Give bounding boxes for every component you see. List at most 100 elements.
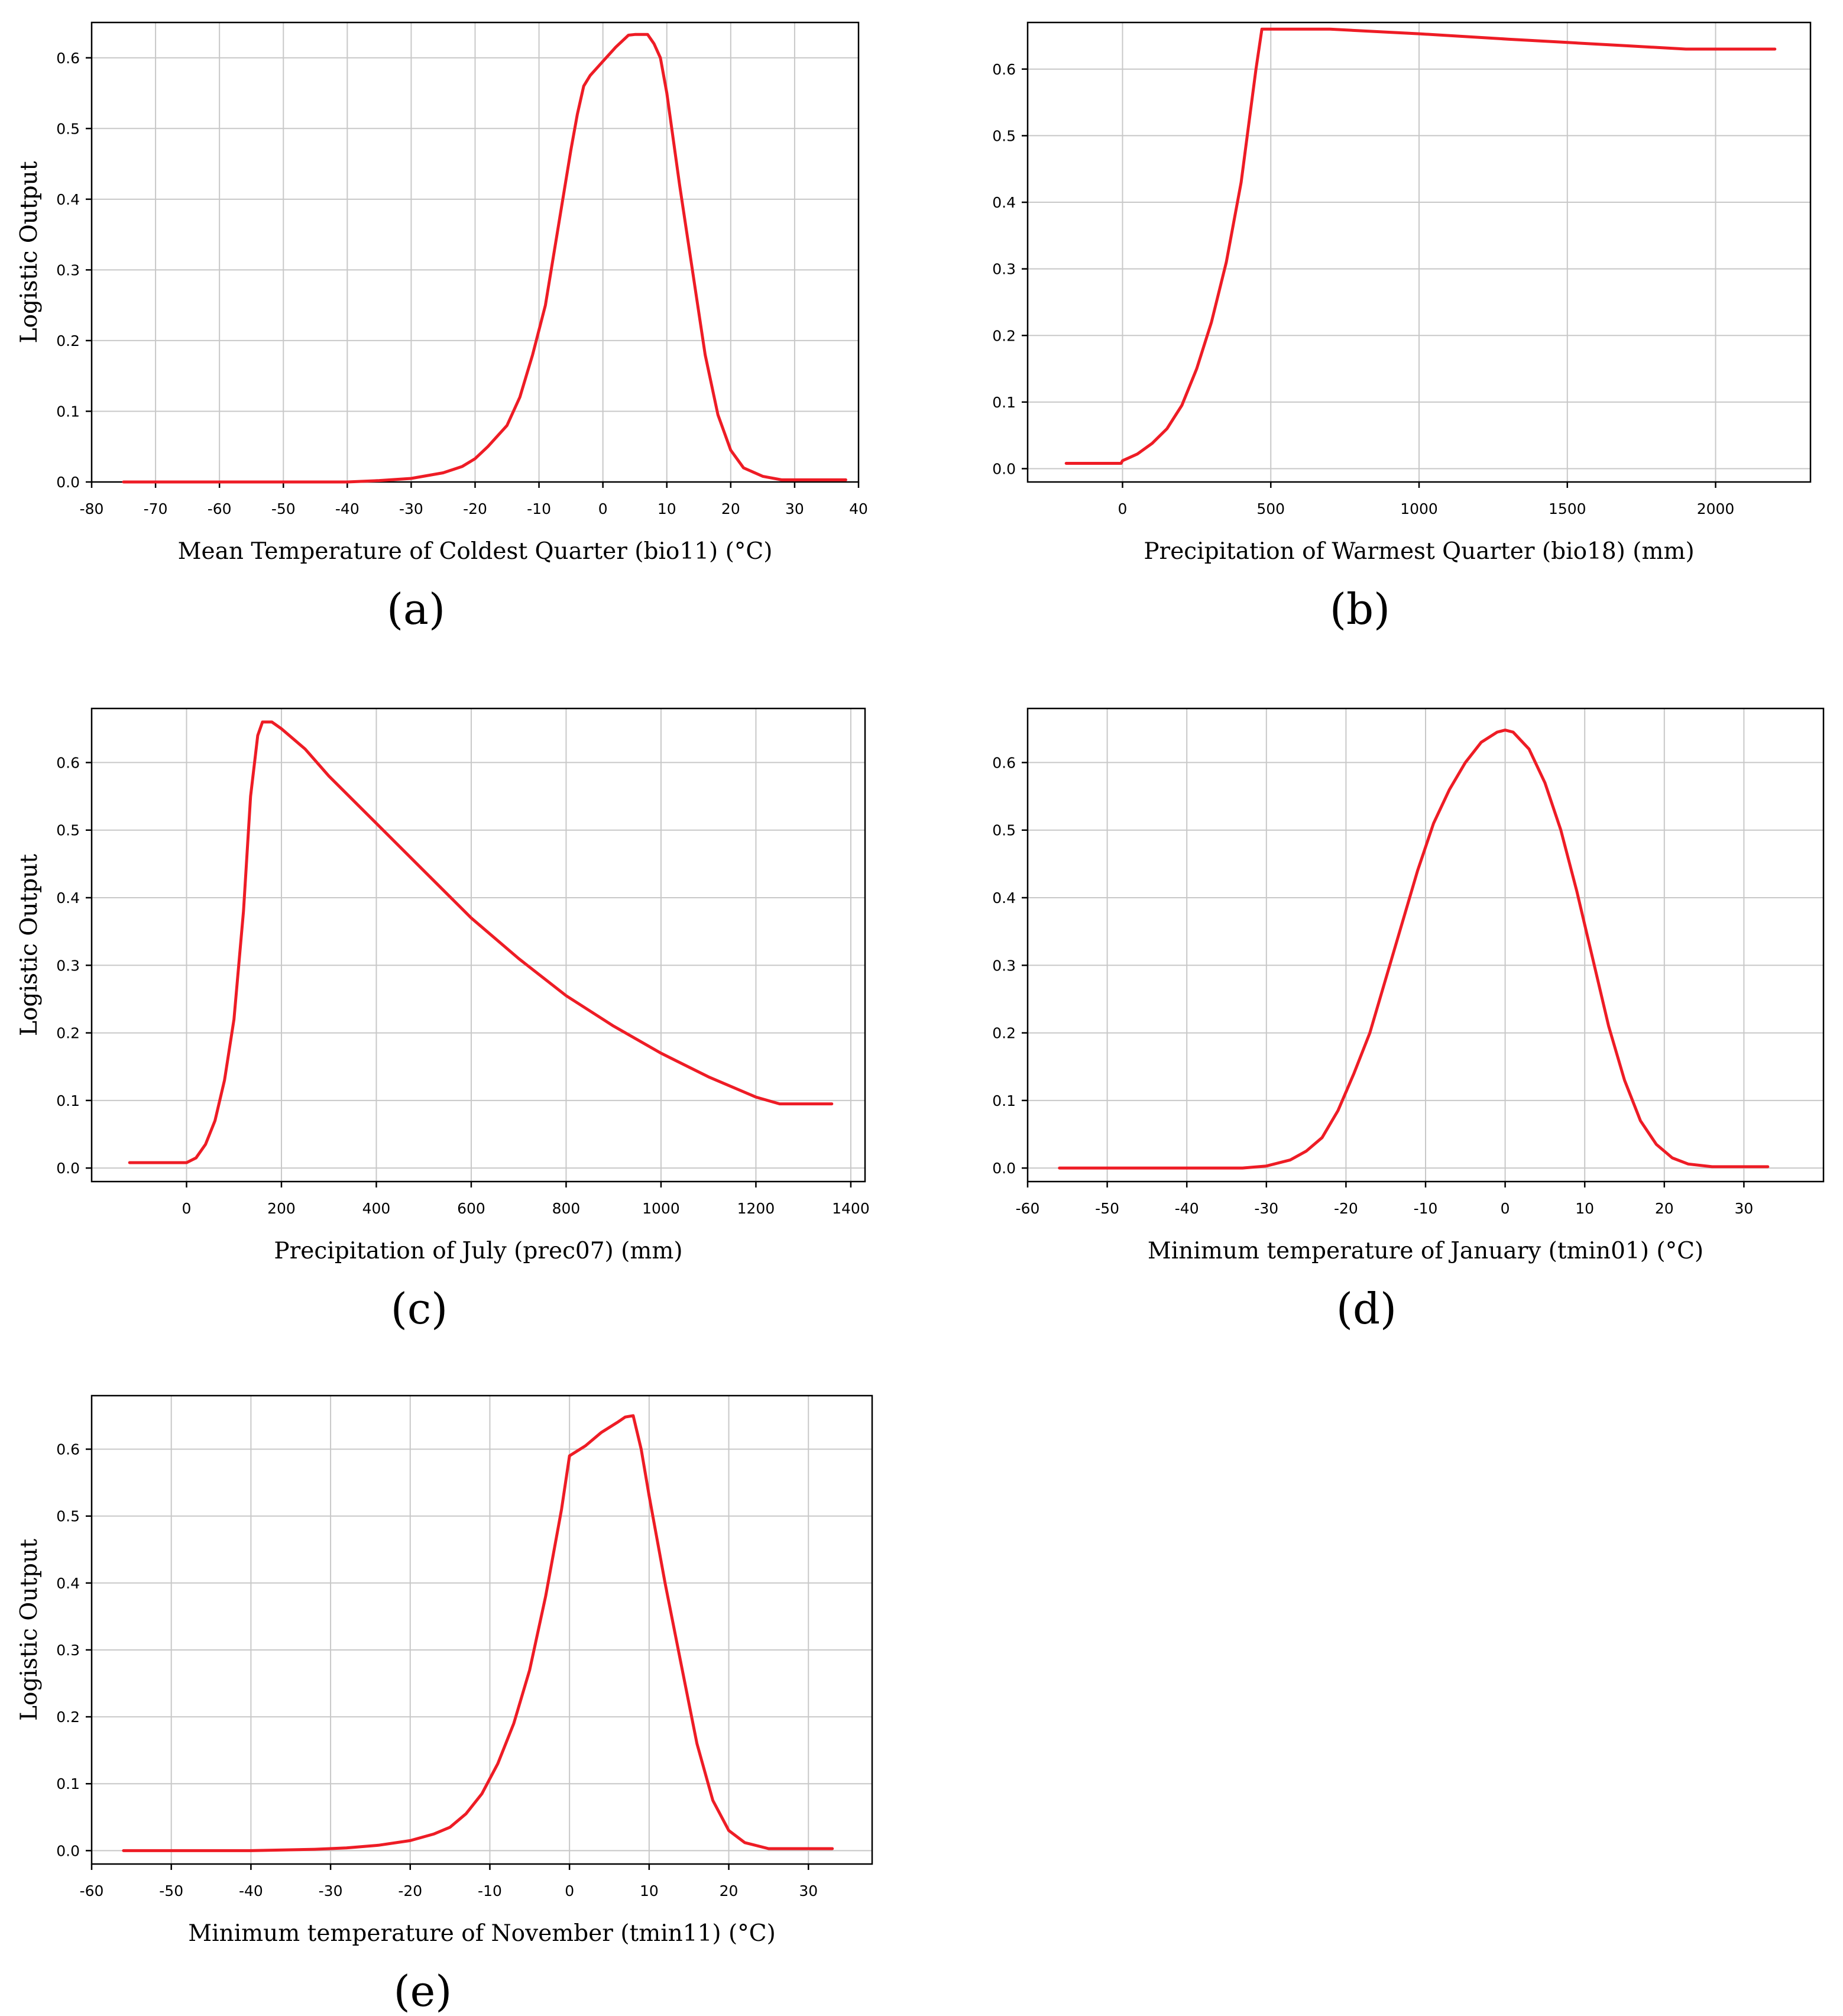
x-tick-label: 0 <box>1118 500 1128 517</box>
x-tick-label: 1200 <box>737 1200 775 1217</box>
x-tick-label: -50 <box>271 500 296 517</box>
y-axis-title: Logistic Output <box>16 161 43 343</box>
y-axis-title: Logistic Output <box>16 854 43 1036</box>
panel-label: (c) <box>391 1284 448 1334</box>
x-axis-title: Minimum temperature of November (tmin11)… <box>188 1920 776 1947</box>
x-tick-label: -40 <box>239 1882 263 1899</box>
y-tick-label: 0.3 <box>992 957 1016 974</box>
y-tick-label: 0.1 <box>56 1775 80 1792</box>
y-tick-label: 0.6 <box>992 61 1016 78</box>
chart-panel-b: 0 500 1000 1500 2000 0.0 0.1 0.2 0.3 0.4 0.5 0.6 Pre… <box>16 21 1812 634</box>
y-tick-label: 0.2 <box>992 1025 1016 1042</box>
y-tick-label: 0.2 <box>992 327 1016 344</box>
y-tick-label: 0.6 <box>56 50 80 67</box>
x-tick-label: 0 <box>1501 1200 1510 1217</box>
x-tick-label: -50 <box>1095 1200 1119 1217</box>
x-tick-label: 30 <box>785 500 804 517</box>
x-axis-title: Precipitation of July (prec07) (mm) <box>274 1238 682 1264</box>
x-tick-label: 2000 <box>1697 500 1735 517</box>
x-tick-label: 1400 <box>832 1200 870 1217</box>
x-tick-label: 1000 <box>1400 500 1438 517</box>
x-tick-label: -20 <box>398 1882 422 1899</box>
y-tick-label: 0.1 <box>992 394 1016 411</box>
y-tick-label: 0.5 <box>992 822 1016 839</box>
x-tick-label: -50 <box>159 1882 183 1899</box>
x-tick-label: 600 <box>457 1200 485 1217</box>
panel-label: (b) <box>1330 584 1390 634</box>
x-tick-label: 400 <box>362 1200 391 1217</box>
y-axis-title: Logistic Output <box>16 854 43 1036</box>
y-tick-label: 0.5 <box>992 127 1016 144</box>
x-axis-title: Minimum temperature of January (tmin01) … <box>1148 1238 1703 1264</box>
x-tick-label: 40 <box>849 500 868 517</box>
x-tick-label: -10 <box>1414 1200 1438 1217</box>
x-tick-label: -40 <box>1175 1200 1199 1217</box>
y-tick-label: 0.4 <box>56 889 80 907</box>
y-tick-label: 0.4 <box>56 1575 80 1592</box>
x-tick-label: 10 <box>657 500 676 517</box>
x-tick-label: -20 <box>463 500 487 517</box>
y-tick-label: 0.1 <box>992 1092 1016 1109</box>
y-axis-title: Logistic Output <box>16 1539 43 1721</box>
y-tick-label: 0.4 <box>56 191 80 208</box>
panel-label: (e) <box>394 1966 452 2016</box>
y-tick-label: 0.3 <box>56 261 80 279</box>
plot-frame <box>90 707 866 1183</box>
x-tick-label: -10 <box>478 1882 502 1899</box>
x-tick-label: 10 <box>640 1882 659 1899</box>
x-tick-label: 30 <box>799 1882 818 1899</box>
x-tick-label: -70 <box>144 500 168 517</box>
x-tick-label: -60 <box>80 1882 104 1899</box>
x-tick-label: 20 <box>1655 1200 1674 1217</box>
panel-label: (d) <box>1336 1284 1397 1334</box>
x-tick-label: 30 <box>1734 1200 1753 1217</box>
y-tick-label: 0.5 <box>56 822 80 839</box>
x-tick-label: 800 <box>552 1200 581 1217</box>
x-tick-label: -20 <box>1334 1200 1358 1217</box>
chart-panel-e: -60 -50 -40 -30 -20 -10 0 10 20 30 0.0 0.1 0.2 0.3 0.4… <box>16 1394 873 2016</box>
chart-panel-c: 0 200 400 600 800 1000 1200 1400 0.0 0.1 0.2 0.3 0.4… <box>16 707 870 1334</box>
y-tick-label: 0.0 <box>992 460 1016 477</box>
y-tick-label: 0.0 <box>56 1842 80 1859</box>
y-tick-label: 0.2 <box>56 1025 80 1042</box>
x-tick-label: -30 <box>399 500 423 517</box>
x-tick-label: 20 <box>721 500 740 517</box>
y-tick-label: 0.0 <box>992 1160 1016 1177</box>
y-tick-label: 0.5 <box>56 120 80 137</box>
y-axis-title: Logistic Output <box>16 161 43 343</box>
x-tick-label: 20 <box>720 1882 739 1899</box>
x-tick-label: -40 <box>335 500 359 517</box>
response-curve <box>128 720 834 1164</box>
x-tick-label: 1500 <box>1549 500 1586 517</box>
x-tick-label: 1000 <box>642 1200 680 1217</box>
y-tick-label: 0.1 <box>56 403 80 420</box>
y-tick-label: 0.2 <box>56 332 80 350</box>
x-axis-title: Mean Temperature of Coldest Quarter (bio… <box>178 538 773 565</box>
y-tick-label: 0.5 <box>56 1508 80 1525</box>
y-tick-label: 0.0 <box>56 1160 80 1177</box>
y-tick-label: 0.3 <box>56 1642 80 1659</box>
x-tick-label: 200 <box>267 1200 296 1217</box>
response-curve <box>122 1414 834 1852</box>
y-tick-label: 0.6 <box>56 754 80 771</box>
chart-panel-a: -80 -70 -60 -50 -40 -30 -20 -10 0 10 20 30 40 0.0 0.1 0… <box>16 21 868 634</box>
response-curve <box>1064 27 1777 465</box>
x-tick-label: 0 <box>565 1882 574 1899</box>
y-tick-label: 0.3 <box>56 957 80 974</box>
y-tick-label: 0.0 <box>56 474 80 491</box>
x-tick-label: -30 <box>319 1882 343 1899</box>
x-tick-label: -80 <box>80 500 104 517</box>
x-tick-label: 10 <box>1575 1200 1594 1217</box>
y-tick-label: 0.2 <box>56 1708 80 1726</box>
x-tick-label: -10 <box>527 500 551 517</box>
y-tick-label: 0.3 <box>992 261 1016 278</box>
y-tick-label: 0.6 <box>56 1441 80 1458</box>
x-tick-label: 500 <box>1256 500 1285 517</box>
x-tick-label: -60 <box>1016 1200 1040 1217</box>
x-tick-label: 0 <box>598 500 608 517</box>
x-axis-title: Precipitation of Warmest Quarter (bio18)… <box>1144 538 1694 565</box>
response-curve <box>1058 729 1770 1170</box>
chart-panel-d: -60 -50 -40 -30 -20 -10 0 10 20 30 0.0 0.1 0.2 0.3 0.4… <box>16 707 1825 1334</box>
y-tick-label: 0.6 <box>992 754 1016 771</box>
